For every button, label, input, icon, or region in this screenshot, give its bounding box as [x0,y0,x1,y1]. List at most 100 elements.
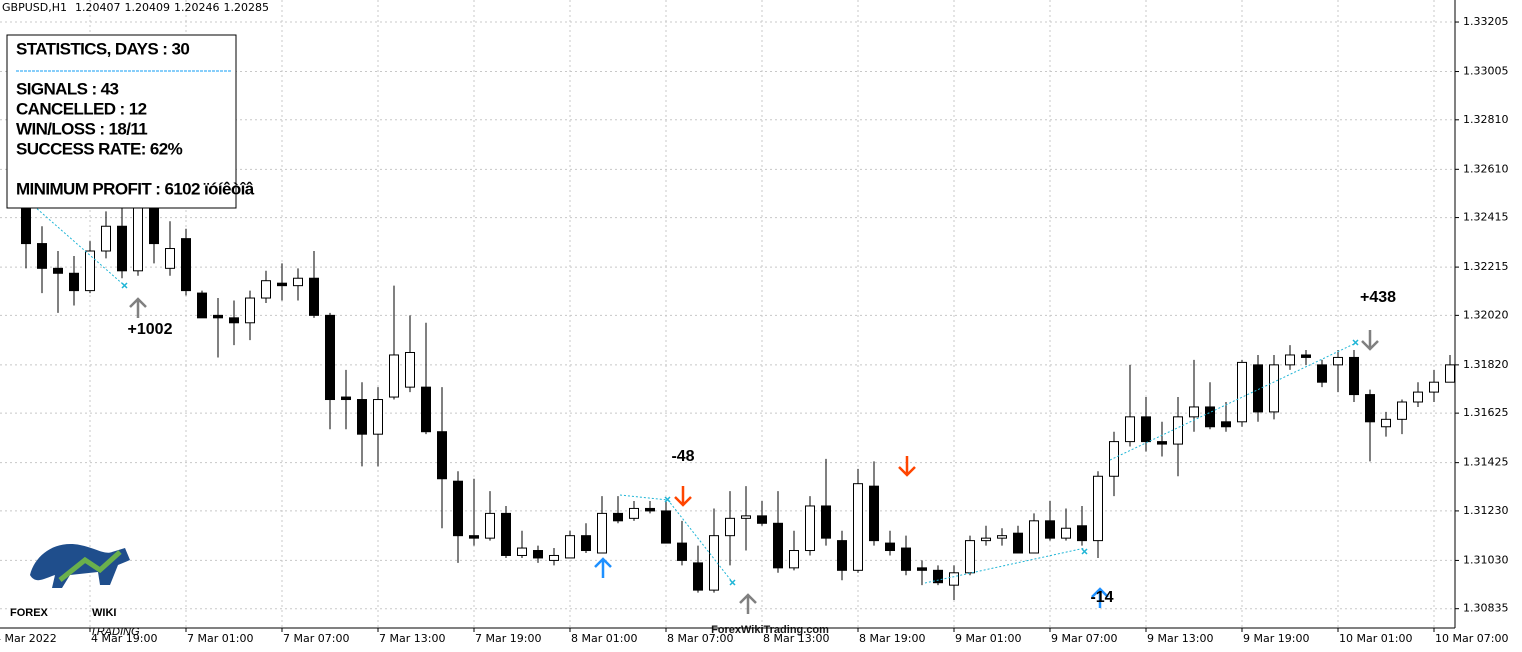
candle-body [661,510,671,544]
candle-body [277,282,287,287]
candle-body [101,225,111,252]
candle-body [1413,391,1423,403]
stat-title: STATISTICS, DAYS : 30 [16,39,189,58]
candle-body [69,272,79,292]
x-tick-label: 9 Mar 01:00 [955,632,1021,645]
logo-tagline: TRADING [90,626,140,638]
candle-body [405,351,415,388]
candle-body [869,485,879,542]
stat-line: WIN/LOSS : 18/11 [16,119,147,138]
candle-body [181,238,191,292]
candle-body [357,399,367,435]
candle-body [1333,356,1343,366]
x-marker [121,282,128,289]
candle-body [645,507,655,512]
axes: 1.33205 1.33005 1.32810 1.32610 1.32415 1.322… [0,15,1509,645]
candle-body [245,297,255,324]
y-tick-label: 1.31230 [1463,504,1509,517]
candle-body [1269,364,1279,413]
candle-body [565,535,575,559]
symbol: GBPUSD,H1 [2,1,67,14]
candle-body [117,225,127,272]
quote-value: 1.20285 [223,1,269,14]
x-tick-label: 9 Mar 19:00 [1243,632,1309,645]
candle-body [965,540,975,574]
signal-label: -48 [671,448,694,465]
x-tick-label: 8 Mar 07:00 [667,632,733,645]
candle-body [1221,421,1231,428]
arrows [129,297,1379,614]
x-tick-label: 10 Mar 07:00 [1435,632,1508,645]
candle-body [581,535,591,552]
candle-body [933,569,943,584]
candle-body [533,550,543,559]
logo-arrow [58,550,122,582]
y-tick-label: 1.32810 [1463,113,1509,126]
y-tick-label: 1.32610 [1463,162,1509,175]
candle-body [133,200,143,272]
x-tick-label: 8 Mar 01:00 [571,632,637,645]
candle-body [997,535,1007,539]
stat-profit: MINIMUM PROFIT : 6102 ïóíêòîâ [16,179,255,198]
x-tick-label: 4 Mar 19:00 [91,632,157,645]
candle-body [213,314,223,319]
candle-body [981,537,991,542]
candle-body [437,431,447,480]
candle-body [37,243,47,269]
x-tick-label: 10 Mar 01:00 [1339,632,1412,645]
y-tick-label: 1.31820 [1463,358,1509,371]
candle-body [373,399,383,435]
watermark: ForexWikiTrading.com [711,624,829,636]
candle-body [725,517,735,537]
candle-body [1109,441,1119,477]
candle-body [165,248,175,269]
candle-body [341,396,351,401]
candle-body [885,542,895,552]
candle-body [1205,406,1215,428]
candle-body [853,483,863,571]
candle-body [517,547,527,556]
arrow-down [898,456,916,477]
candle-body [837,540,847,571]
x-marker [664,496,671,503]
candle-body [1189,406,1199,418]
signal-label: -14 [1090,589,1113,606]
candle-body [917,567,927,571]
candle-body [197,292,207,319]
arrow-up [1091,587,1109,608]
y-tick-label: 1.31425 [1463,456,1509,469]
x-tick-label: 8 Mar 13:00 [763,632,829,645]
stat-line: SUCCESS RATE: 62% [16,139,183,158]
logo-brand: FOREX [10,607,49,619]
arrow-up [594,557,612,578]
candle-body [1157,441,1167,445]
candle-body [1317,364,1327,383]
x-start-label: 4 Mar 2022 [0,632,57,645]
y-tick-label: 1.32415 [1463,211,1509,224]
x-marker [1081,548,1088,555]
x-tick-label: 8 Mar 19:00 [859,632,925,645]
quote-value: 1.20407 [75,1,121,14]
candle-body [229,317,239,324]
candle-body [773,522,783,569]
candle-body [949,572,959,586]
y-tick-label: 1.32215 [1463,260,1509,273]
candle-body [1077,525,1087,542]
candle-body [469,535,479,539]
candle-body [629,507,639,519]
arrow-up [129,297,147,318]
candle-body [1397,401,1407,420]
y-tick-label: 1.30835 [1463,602,1509,615]
candle-body [1365,394,1375,423]
candle-body [261,280,271,299]
candle-body [309,277,319,316]
candle-body [1429,381,1439,393]
signal-markers [121,282,1359,586]
y-tick-label: 1.31625 [1463,406,1509,419]
y-tick-label: 1.33005 [1463,65,1509,78]
candles [21,181,1455,601]
candle-body [1349,356,1359,396]
candle-body [709,535,719,591]
quote-value: 1.20246 [174,1,220,14]
